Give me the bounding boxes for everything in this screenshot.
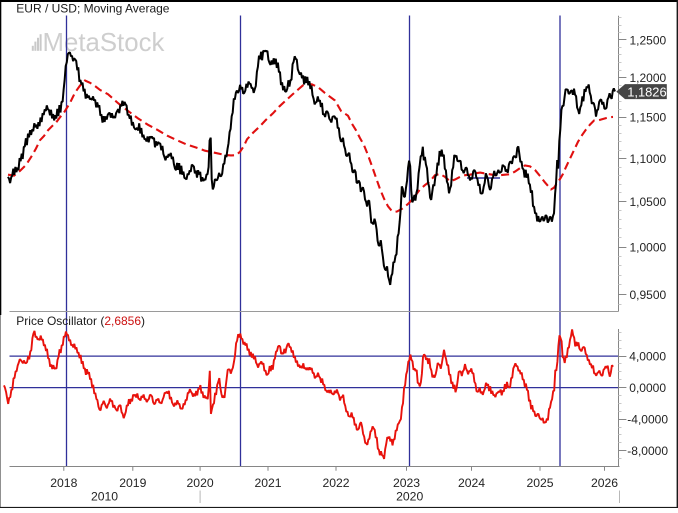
- svg-text:4,0000: 4,0000: [629, 350, 666, 364]
- svg-text:2010: 2010: [91, 490, 118, 504]
- svg-text:2018: 2018: [50, 476, 77, 490]
- svg-text:2022: 2022: [322, 476, 349, 490]
- svg-text:2020: 2020: [187, 476, 214, 490]
- svg-text:2025: 2025: [526, 476, 553, 490]
- svg-text:2019: 2019: [119, 476, 146, 490]
- svg-text:2024: 2024: [458, 476, 485, 490]
- svg-text:1,1826: 1,1826: [627, 84, 666, 99]
- svg-text:0,0000: 0,0000: [629, 381, 666, 395]
- svg-text:2023: 2023: [393, 476, 420, 490]
- svg-text:EUR / USD; Moving Average: EUR / USD; Moving Average: [16, 1, 170, 15]
- svg-text:1,1000: 1,1000: [630, 152, 667, 166]
- svg-text:-4,0000: -4,0000: [627, 413, 668, 427]
- svg-text:1,1500: 1,1500: [630, 111, 667, 125]
- svg-text:Price Oscillator (2,6856): Price Oscillator (2,6856): [16, 314, 145, 328]
- svg-text:1,2500: 1,2500: [630, 33, 667, 47]
- svg-text:0,9500: 0,9500: [630, 288, 667, 302]
- svg-text:1,0000: 1,0000: [630, 240, 667, 254]
- svg-text:MetaStock: MetaStock: [43, 29, 165, 57]
- svg-text:1,0500: 1,0500: [630, 195, 667, 209]
- svg-text:2021: 2021: [254, 476, 281, 490]
- svg-text:2020: 2020: [396, 490, 423, 504]
- svg-text:1,2000: 1,2000: [630, 71, 667, 85]
- svg-text:-8,0000: -8,0000: [627, 444, 668, 458]
- svg-text:2026: 2026: [591, 476, 618, 490]
